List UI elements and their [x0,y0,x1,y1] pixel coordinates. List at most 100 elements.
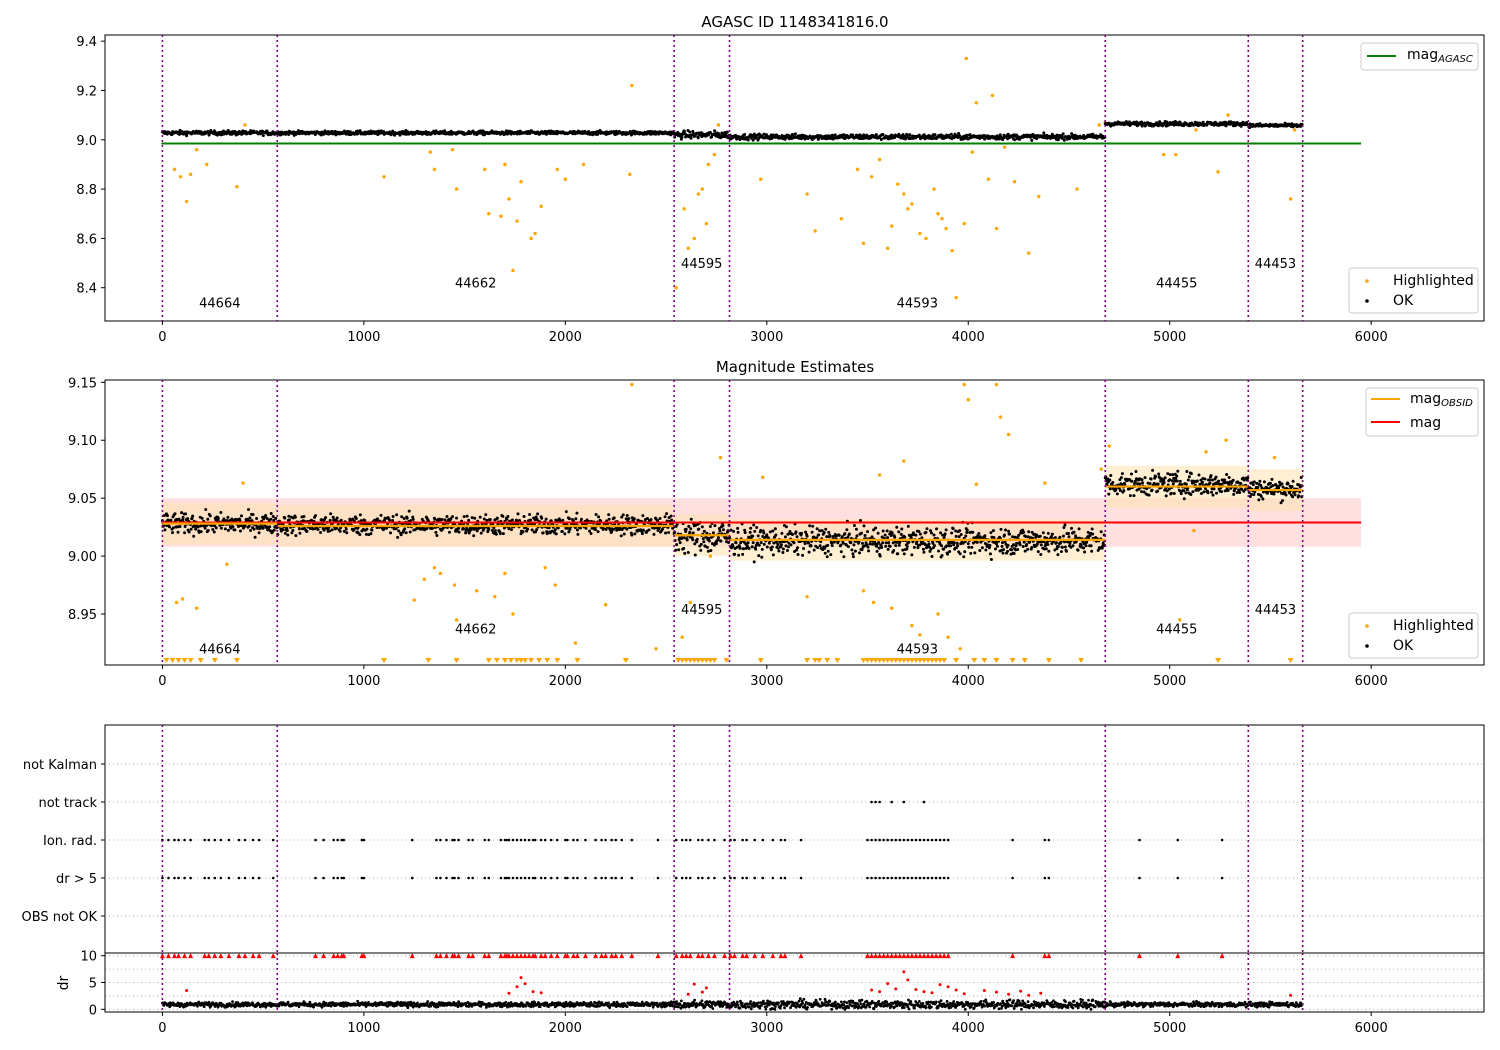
ok-point [961,541,965,545]
ok-point [820,529,824,533]
ok-point [1212,123,1216,127]
flag-point [576,838,579,842]
ok-point [667,516,671,520]
ok-point [364,532,368,536]
dr-point [202,1005,206,1009]
highlighted-point [692,236,696,241]
ok-point [1157,472,1161,476]
below-range-marker [679,658,686,663]
flag-point [771,838,775,842]
flag-point [342,876,346,880]
ok-point [1006,549,1010,553]
ok-point [451,515,455,519]
ok-point [1068,541,1072,545]
ok-point [1291,479,1295,483]
highlighted-point [483,167,487,172]
highlighted-point [487,212,491,216]
highlighted-point [1226,113,1230,117]
ok-point [902,552,906,556]
ok-point [647,528,651,532]
ok-point [696,136,700,140]
ok-point [737,553,741,557]
ok-point [1061,132,1065,136]
ok-point [610,530,614,534]
highlighted-point [1075,187,1079,191]
ok-point [287,514,291,518]
y-tick-label: 8.8 [76,183,97,198]
ok-point [645,516,649,520]
flag-point [439,876,442,880]
highlighted-point [805,192,809,196]
ok-point [736,530,740,534]
ok-point [991,529,995,533]
ok-point [770,545,774,549]
ok-point [890,531,894,535]
ok-point [746,541,750,545]
ok-point [297,527,301,531]
ok-point [824,527,828,531]
flag-point [890,800,894,804]
ok-point [365,527,369,531]
ok-point [358,533,362,537]
ok-point [823,551,827,555]
ok-point [669,514,673,518]
ok-point [1140,490,1144,494]
ok-point [949,132,953,136]
ok-point [493,528,497,532]
flag-point [930,838,934,842]
highlighted-point [1012,179,1017,184]
obsid-label: 44593 [897,296,938,311]
ok-point [753,529,757,533]
ok-point [641,528,645,532]
ok-point [762,542,766,546]
ok-point [818,529,822,533]
ok-point [534,530,538,534]
ok-point [219,511,223,515]
ok-point [567,517,571,521]
ok-point [965,528,969,532]
x-tick-label: 3000 [750,330,783,345]
flag-point [314,838,317,842]
x-tick-label: 6000 [1355,674,1388,689]
highlighted-point [563,177,568,181]
ok-point [877,540,881,544]
ok-point [900,527,904,531]
ok-point [677,548,681,552]
below-range-marker [683,658,690,663]
ok-point [784,525,788,529]
highlighted-point [628,172,632,177]
ok-point [772,541,776,545]
highlighted-point [906,207,910,211]
ok-point [933,544,937,548]
ok-point [860,541,864,545]
ok-point [1120,472,1124,476]
ok-point [898,541,902,545]
ok-point [1046,531,1050,535]
below-range-marker [1021,658,1028,663]
ok-point [1172,491,1176,495]
flag-point [914,838,918,842]
flag-point [910,838,914,842]
ok-point [1056,545,1060,549]
ok-point [1109,473,1113,477]
ok-point [535,528,539,532]
ok-point [461,527,465,531]
highlighted-point [1224,438,1228,442]
ok-point [302,514,306,518]
ok-point [544,517,548,521]
flag-point [543,876,547,880]
x-tick-label: 2000 [549,1021,582,1036]
x-tick-label: 2000 [549,674,582,689]
flag-point [576,876,579,880]
ok-point [912,545,916,549]
ok-point [1006,543,1010,547]
ok-point [675,522,679,526]
ok-point [181,515,185,519]
ok-point [1030,138,1034,142]
ok-point [249,528,253,532]
flag-point [237,838,241,842]
highlighted-point [918,231,922,236]
ok-point [751,541,755,545]
ok-point [285,529,289,533]
